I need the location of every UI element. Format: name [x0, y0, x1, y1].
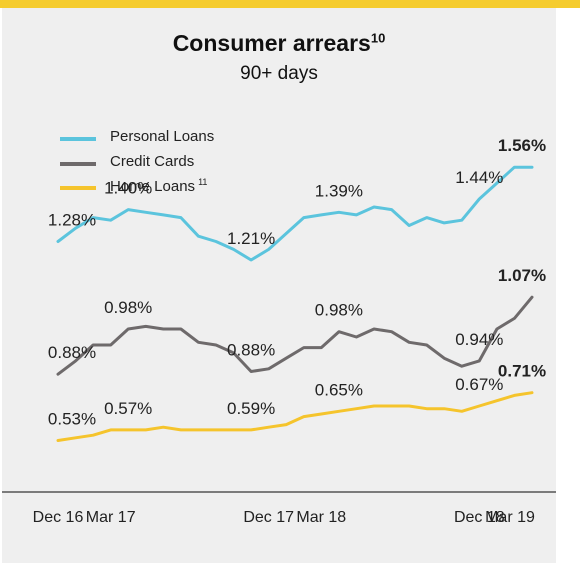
data-label-home-loans: 0.71%: [498, 362, 546, 381]
data-label-credit-cards: 0.88%: [48, 343, 96, 362]
x-tick-label: Dec 16: [33, 509, 84, 526]
data-label-personal-loans: 1.40%: [104, 179, 152, 198]
legend-text-personal-loans: Personal Loans: [110, 128, 215, 145]
legend-label-home-loans: Home Loans 11: [110, 177, 207, 195]
legend-swatch-credit-cards: [60, 162, 96, 166]
x-tick-label: Dec 17: [243, 509, 294, 526]
series-line-credit-cards: [56, 295, 534, 376]
data-label-home-loans: 0.57%: [104, 399, 152, 418]
data-label-credit-cards: 0.98%: [104, 298, 152, 317]
data-label-personal-loans: 1.56%: [498, 136, 546, 155]
data-label-personal-loans: 1.28%: [48, 211, 96, 230]
data-label-credit-cards: 1.07%: [498, 266, 546, 285]
chart-title-footnote: 10: [370, 30, 386, 46]
data-label-personal-loans: 1.21%: [227, 229, 275, 248]
x-tick-label: Mar 19: [485, 509, 535, 526]
legend-label-personal-loans: Personal Loans: [110, 128, 214, 145]
chart-panel: [2, 8, 556, 563]
data-label-home-loans: 0.53%: [48, 410, 96, 429]
legend-text-home-loans: Home Loans: [110, 178, 196, 195]
data-label-credit-cards: 0.94%: [455, 330, 503, 349]
accent-bar: [0, 0, 580, 8]
data-label-home-loans: 0.59%: [227, 399, 275, 418]
series-line-home-loans: [56, 391, 534, 442]
series-line-personal-loans: [56, 165, 534, 262]
legend-label-credit-cards: Credit Cards: [110, 153, 194, 170]
chart-title: Consumer arrears10: [2, 30, 556, 57]
data-label-credit-cards: 0.98%: [315, 301, 363, 320]
data-label-credit-cards: 0.88%: [227, 341, 275, 360]
data-label-personal-loans: 1.44%: [455, 168, 503, 187]
x-tick-label: Dec 18: [454, 509, 505, 526]
chart-subtitle: 90+ days: [240, 63, 318, 84]
x-tick-label: Mar 17: [86, 509, 136, 526]
x-tick-label: Mar 18: [296, 509, 346, 526]
data-label-home-loans: 0.67%: [455, 375, 503, 394]
legend-swatch-home-loans: [60, 186, 96, 190]
chart-title-text: Consumer arrears: [172, 30, 371, 56]
legend-footnote-home-loans: 11: [198, 177, 208, 187]
legend-text-credit-cards: Credit Cards: [110, 153, 195, 170]
data-label-home-loans: 0.65%: [315, 380, 363, 399]
data-label-personal-loans: 1.39%: [315, 181, 363, 200]
legend-swatch-personal-loans: [60, 137, 96, 141]
